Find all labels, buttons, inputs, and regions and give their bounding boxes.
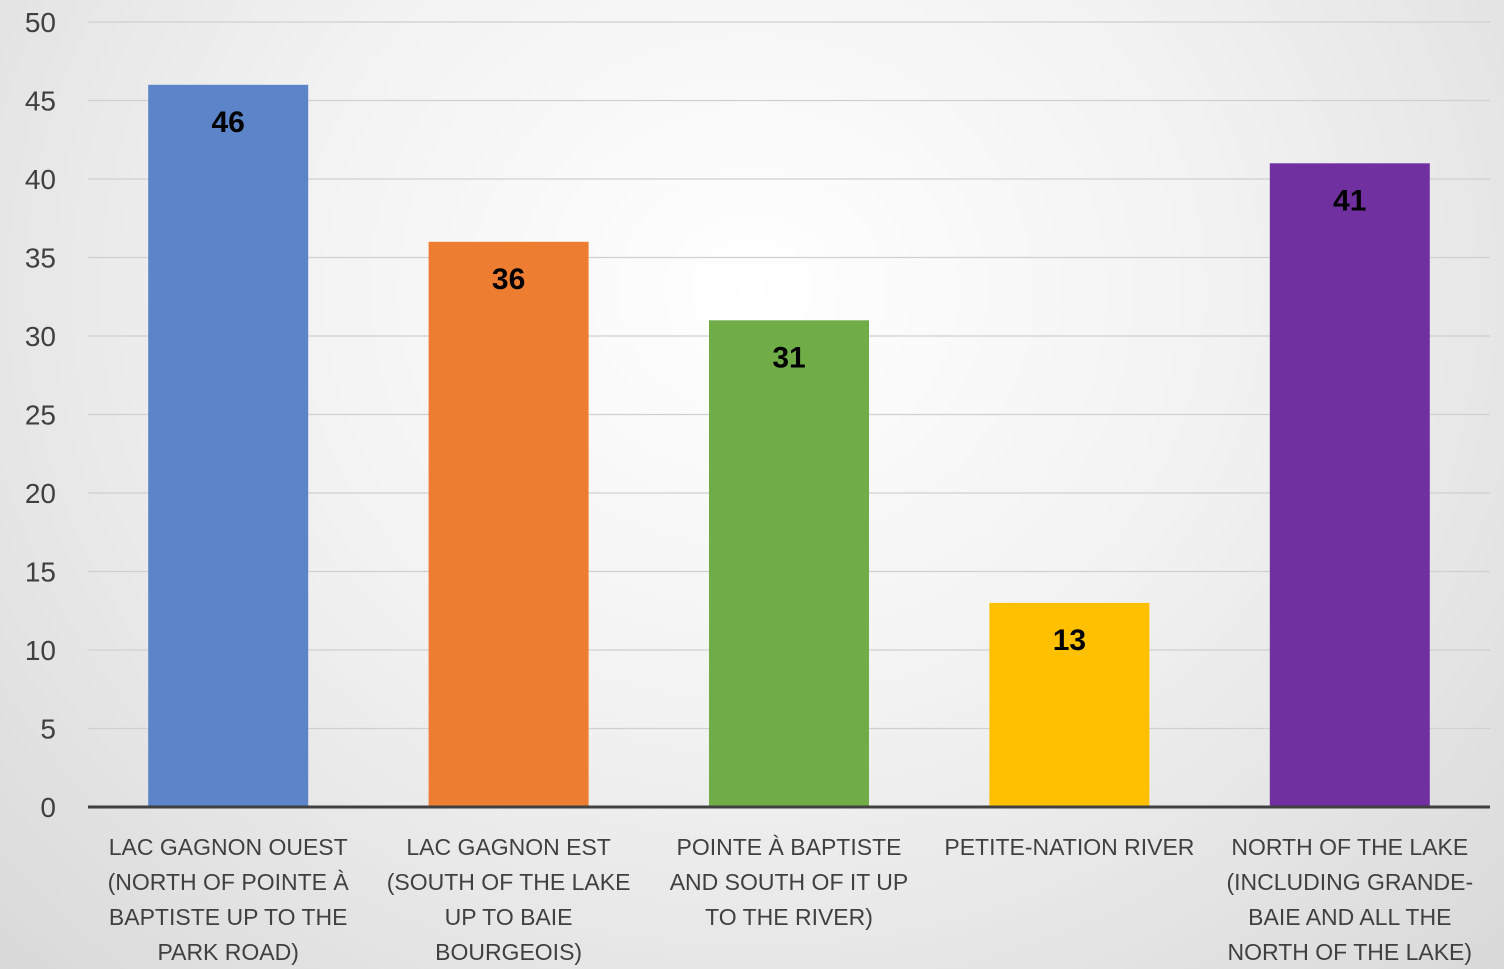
y-tick-label: 40 bbox=[25, 164, 56, 195]
bar bbox=[709, 320, 869, 807]
data-label: 36 bbox=[492, 263, 525, 296]
x-category-label: NORTH OF THE LAKE (INCLUDING GRANDE-BAIE … bbox=[1226, 834, 1473, 965]
y-tick-label: 5 bbox=[40, 714, 56, 745]
data-label: 31 bbox=[772, 341, 805, 374]
x-category-label: LAC GAGNON EST (SOUTH OF THE LAKE UP TO BA… bbox=[387, 834, 631, 965]
y-tick-label: 25 bbox=[25, 400, 56, 431]
y-tick-label: 10 bbox=[25, 635, 56, 666]
y-axis-tick-labels: 0 5 10 15 20 25 30 35 40 45 50 bbox=[25, 7, 56, 823]
y-tick-label: 30 bbox=[25, 321, 56, 352]
bars bbox=[148, 84, 1430, 808]
y-tick-label: 15 bbox=[25, 557, 56, 588]
y-tick-label: 45 bbox=[25, 86, 56, 117]
y-tick-label: 0 bbox=[40, 792, 56, 823]
x-category-label: POINTE À BAPTISTE AND SOUTH OF IT UP TO TH… bbox=[670, 834, 909, 930]
y-tick-label: 20 bbox=[25, 478, 56, 509]
y-tick-label: 50 bbox=[25, 7, 56, 38]
x-category-label: LAC GAGNON OUEST (NORTH OF POINTE À BAPTIS… bbox=[108, 834, 350, 965]
bar bbox=[989, 602, 1150, 807]
data-label: 46 bbox=[212, 106, 245, 139]
y-tick-label: 35 bbox=[25, 243, 56, 274]
bar bbox=[148, 84, 309, 808]
data-label: 41 bbox=[1333, 184, 1366, 217]
data-labels: 46 36 31 13 41 bbox=[212, 106, 1367, 657]
bar bbox=[1269, 163, 1430, 808]
bar bbox=[428, 241, 589, 808]
x-category-label: PETITE-NATION RIVER bbox=[944, 834, 1194, 860]
x-axis-category-labels: LAC GAGNON OUEST (NORTH OF POINTE À BAPTIS… bbox=[108, 834, 1473, 965]
data-label: 13 bbox=[1053, 624, 1086, 657]
